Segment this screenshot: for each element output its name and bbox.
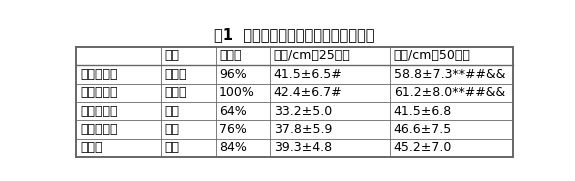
Text: 叶色: 叶色: [164, 49, 179, 62]
Text: 37.8±5.9: 37.8±5.9: [274, 123, 332, 136]
Text: 46.6±7.5: 46.6±7.5: [394, 123, 452, 136]
Text: 33.2±5.0: 33.2±5.0: [274, 105, 332, 117]
Text: 绿色: 绿色: [164, 105, 179, 117]
Text: 株高/cm（25天）: 株高/cm（25天）: [274, 49, 350, 62]
Text: 61.2±8.0**##&&: 61.2±8.0**##&&: [394, 86, 505, 99]
Text: 对比例三组: 对比例三组: [81, 123, 118, 136]
Text: 41.5±6.8: 41.5±6.8: [394, 105, 452, 117]
Text: 绿色: 绿色: [164, 123, 179, 136]
Text: 墨绿色: 墨绿色: [164, 68, 187, 81]
Text: 96%: 96%: [219, 68, 247, 81]
Text: 绿色: 绿色: [164, 141, 179, 154]
Text: 实施例三组: 实施例三组: [81, 68, 118, 81]
Text: 成活率: 成活率: [219, 49, 242, 62]
Text: 实施例四组: 实施例四组: [81, 86, 118, 99]
Text: 株高/cm（50天）: 株高/cm（50天）: [394, 49, 471, 62]
Text: 100%: 100%: [219, 86, 255, 99]
Text: 64%: 64%: [219, 105, 247, 117]
Text: 表1  辣椒植株使用不同肥料的生长情况: 表1 辣椒植株使用不同肥料的生长情况: [214, 27, 375, 42]
Text: 墨绿色: 墨绿色: [164, 86, 187, 99]
Text: 42.4±6.7#: 42.4±6.7#: [274, 86, 342, 99]
Text: 对比例二组: 对比例二组: [81, 105, 118, 117]
Text: 58.8±7.3**##&&: 58.8±7.3**##&&: [394, 68, 505, 81]
Text: 76%: 76%: [219, 123, 247, 136]
Text: 39.3±4.8: 39.3±4.8: [274, 141, 332, 154]
Text: 84%: 84%: [219, 141, 247, 154]
Text: 对照组: 对照组: [81, 141, 104, 154]
Text: 45.2±7.0: 45.2±7.0: [394, 141, 452, 154]
Text: 41.5±6.5#: 41.5±6.5#: [274, 68, 343, 81]
